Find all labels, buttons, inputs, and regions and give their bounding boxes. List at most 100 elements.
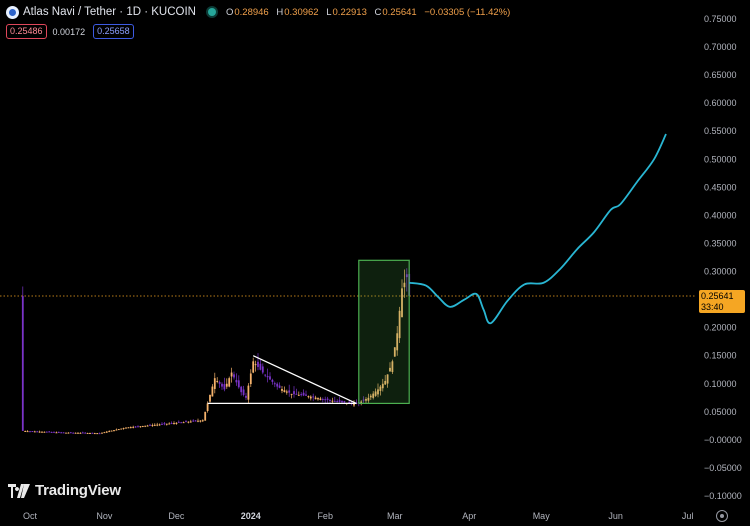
candle-body (386, 374, 389, 384)
candle-body (312, 396, 315, 398)
candle-body (67, 432, 70, 434)
candle-body (405, 274, 408, 278)
candle-body (213, 378, 216, 389)
candle-countdown: 33:40 (701, 301, 724, 312)
candle-body (199, 420, 202, 422)
low-value: 0.22913 (332, 6, 367, 18)
candle-body (48, 431, 51, 433)
candle-body (367, 397, 370, 401)
time-axis[interactable]: Oct Nov Dec 2024 Feb Mar Apr May Jun Jul (23, 511, 693, 521)
candle-body (271, 379, 274, 382)
forecast-curve[interactable] (409, 133, 667, 325)
candle-body (259, 363, 262, 370)
candle-body (307, 396, 310, 398)
candle-body (285, 391, 288, 393)
candle-body (101, 432, 103, 434)
candle-body (230, 372, 233, 377)
candle-body (283, 390, 286, 393)
candle-body (341, 400, 343, 403)
candle-body (113, 430, 115, 432)
tradingview-logo[interactable]: TradingView (8, 482, 121, 499)
candle-body (197, 420, 199, 422)
market-status-dot-icon (207, 8, 216, 16)
candle-body (206, 403, 209, 412)
candle-body (374, 391, 377, 396)
candle-body (276, 383, 279, 387)
candle-body (65, 432, 67, 434)
candle-body (249, 373, 252, 385)
price-axis-tick-label: 0.35000 (704, 238, 737, 248)
candle-body (62, 432, 65, 434)
candle-body (295, 393, 298, 395)
candle-body (288, 390, 291, 393)
price-axis-tick-label: 0.40000 (704, 210, 737, 220)
triangle-upper-trendline[interactable] (252, 355, 357, 404)
candle-body (79, 432, 82, 434)
candle-body (377, 389, 379, 395)
price-axis[interactable]: 0.75000 0.70000 0.65000 0.60000 0.55000 0.500… (704, 14, 742, 501)
candle-body (389, 367, 391, 372)
candle-body (91, 432, 94, 434)
candle-body (60, 432, 63, 434)
candle-body (343, 401, 346, 403)
candle-body (261, 366, 264, 373)
time-axis-tick-label: May (533, 511, 551, 521)
price-axis-tick-label: 0.50000 (704, 154, 737, 164)
candle-body (175, 422, 178, 424)
candle-body (211, 386, 214, 397)
time-axis-tick-label: Jun (608, 511, 623, 521)
candle-body (245, 395, 247, 398)
price-axis-tick-label: 0.65000 (704, 70, 737, 80)
candle-body (165, 423, 168, 425)
candle-body (26, 431, 29, 433)
candle-body (297, 394, 300, 396)
open-label: O (225, 6, 234, 18)
price-axis-tick-label: 0.30000 (704, 267, 737, 277)
candle-body (372, 393, 375, 398)
candle-body (149, 424, 151, 426)
buy-price-button[interactable]: 0.25658 (93, 24, 134, 39)
candle-body (401, 288, 403, 318)
candle-body (50, 431, 53, 433)
time-axis-tick-label: Feb (317, 511, 333, 521)
candle-body (321, 398, 324, 400)
candle-body (333, 400, 336, 402)
candle-body (338, 400, 341, 402)
candle-body (53, 431, 55, 433)
candle-body (362, 399, 365, 401)
time-axis-tick-label: Jul (682, 511, 694, 521)
candle-body (360, 401, 363, 404)
candle-body (103, 432, 106, 434)
candle-body (125, 427, 127, 429)
candle-body (384, 380, 387, 385)
symbol-title[interactable]: Atlas Navi / Tether · 1D · KUCOIN (23, 6, 196, 18)
candle-body (139, 426, 142, 428)
time-axis-tick-label: Dec (168, 511, 185, 521)
candle-body (281, 389, 283, 391)
price-axis-tick-label: 0.75000 (704, 14, 737, 24)
candle-body (132, 426, 135, 428)
candle-body (353, 403, 355, 406)
candle-body (237, 380, 240, 388)
sell-price-button[interactable]: 0.25486 (6, 24, 47, 39)
settings-icon[interactable] (716, 510, 728, 522)
candle-body (257, 361, 259, 367)
candle-body (218, 382, 221, 384)
candle-body (29, 431, 31, 433)
close-value: 0.25641 (382, 6, 417, 18)
candle-body (81, 432, 84, 434)
candle-body (137, 426, 139, 428)
breakout-box[interactable] (358, 259, 410, 405)
candle-body (290, 393, 293, 395)
tradingview-logo-icon (8, 483, 30, 498)
candle-body (216, 380, 219, 382)
candle-body (365, 399, 367, 401)
candle-body (168, 423, 171, 425)
current-price-value: 0.25641 (701, 291, 734, 301)
candle-body (98, 433, 101, 435)
candle-body (180, 422, 183, 424)
time-axis-tick-label: Oct (23, 511, 38, 521)
candle-body (69, 432, 72, 434)
candle-body (381, 383, 384, 389)
